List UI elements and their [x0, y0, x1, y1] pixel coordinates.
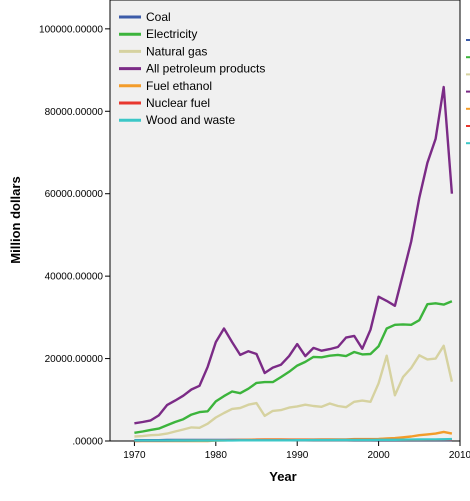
series-line-natural-gas [134, 344, 454, 438]
x-tick-label: 1980 [205, 450, 228, 461]
y-tick-label: 80000.00000 [45, 107, 104, 118]
x-axis: 1970 1980 1990 2000 2010 [123, 441, 470, 461]
series-line-wood-and-waste [134, 437, 452, 442]
y-tick-label: 40000.00000 [45, 272, 104, 283]
y-tick-label: 60000.00000 [45, 189, 104, 200]
legend-overflow-stubs [466, 39, 470, 145]
series-line-all-petroleum-products [134, 85, 454, 425]
legend-label: Nuclear fuel [146, 96, 210, 110]
series-lines [134, 85, 454, 443]
y-axis-title: Million dollars [8, 176, 23, 263]
legend-label: Electricity [146, 27, 197, 41]
x-tick-label: 2000 [367, 450, 390, 461]
legend-label: Wood and waste [146, 113, 235, 127]
y-tick-label: 20000.00000 [45, 354, 104, 365]
x-tick-label: 1990 [286, 450, 309, 461]
x-tick-label: 2010 [449, 450, 470, 461]
x-axis-title: Year [269, 469, 296, 484]
x-tick-label: 1970 [123, 450, 146, 461]
legend-label: Fuel ethanol [146, 79, 212, 93]
legend-label: Coal [146, 10, 171, 24]
legend: Coal Electricity Natural gas All petroleum … [119, 10, 265, 127]
series-line-electricity [134, 300, 453, 434]
y-tick-label: .00000 [72, 437, 103, 448]
legend-label: Natural gas [146, 44, 207, 58]
legend-label: All petroleum products [146, 62, 265, 76]
y-axis: .00000 20000.00000 40000.00000 60000.00000 8… [39, 24, 110, 448]
y-tick-label: 100000.00000 [39, 24, 103, 35]
plot-background [109, 0, 461, 442]
